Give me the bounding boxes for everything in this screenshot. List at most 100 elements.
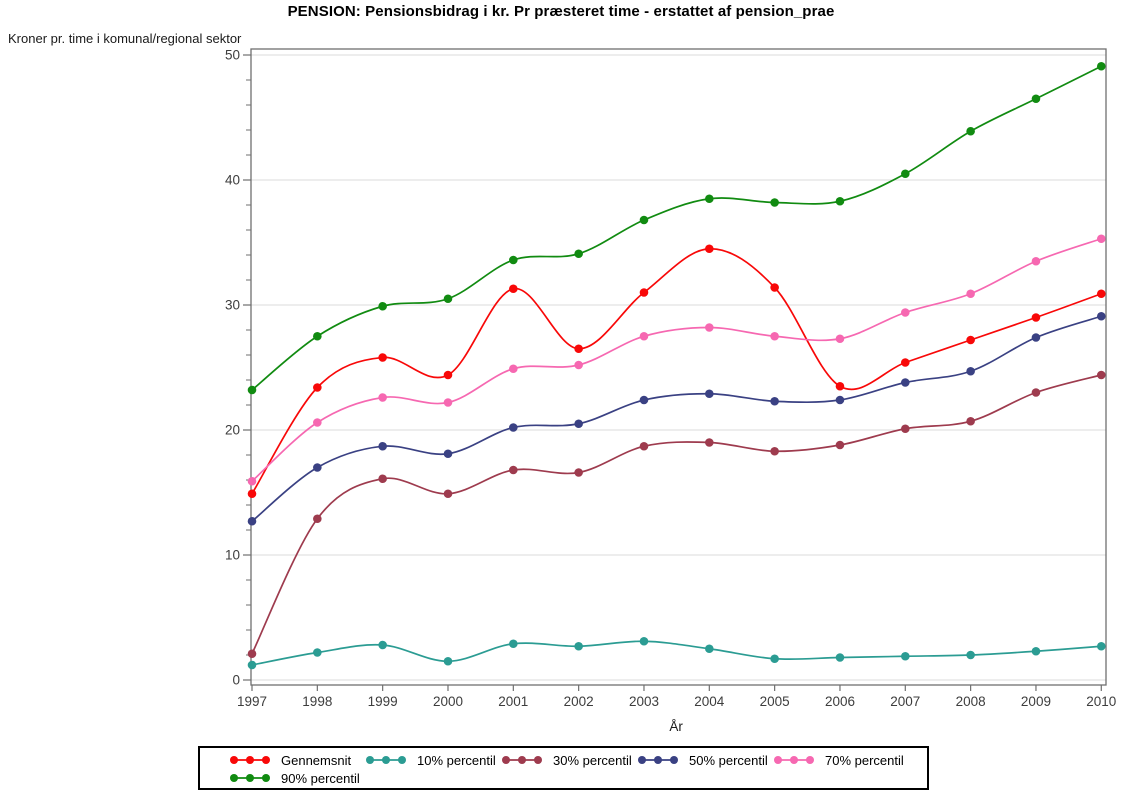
series-line-10-percentil	[251, 640, 1102, 666]
data-point-10-percentil	[770, 654, 779, 664]
data-point-gennemsnit	[574, 344, 583, 354]
data-point-70-percentil	[509, 364, 518, 374]
data-point-50-percentil	[1096, 311, 1106, 321]
data-point-50-percentil	[574, 419, 583, 429]
data-point-30-percentil	[639, 441, 649, 451]
x-axis-tick-label: 2006	[825, 694, 855, 709]
data-point-90-percentil	[639, 215, 649, 225]
legend-marker-10-percentil	[366, 756, 406, 764]
x-axis-tick-label: 1997	[237, 694, 267, 709]
data-point-30-percentil	[378, 474, 387, 484]
y-axis-tick-label: 10	[225, 548, 240, 563]
data-point-10-percentil	[966, 650, 975, 660]
data-point-gennemsnit	[313, 383, 322, 392]
data-point-70-percentil	[901, 308, 910, 317]
x-axis-tick-label: 2003	[629, 694, 659, 709]
x-axis-tick-label: 2002	[564, 694, 594, 709]
data-point-70-percentil	[705, 323, 714, 332]
data-point-70-percentil	[443, 398, 453, 407]
x-axis-tick-label: 1999	[368, 694, 398, 709]
legend-item-label: 50% percentil	[689, 752, 768, 768]
data-point-10-percentil	[509, 639, 518, 649]
data-point-gennemsnit	[705, 244, 714, 254]
y-axis-tick-label: 50	[225, 48, 240, 63]
data-point-gennemsnit	[835, 381, 845, 391]
legend-item-10-percentil: 10% percentil	[364, 753, 500, 768]
data-point-10-percentil	[1031, 646, 1041, 656]
data-point-gennemsnit	[966, 335, 975, 345]
data-point-90-percentil	[835, 196, 845, 206]
legend-item-50-percentil: 50% percentil	[636, 753, 772, 768]
data-point-70-percentil	[770, 331, 779, 341]
data-point-90-percentil	[574, 249, 583, 259]
data-point-90-percentil	[509, 255, 518, 265]
y-axis-tick-label: 20	[225, 423, 240, 438]
data-point-30-percentil	[443, 489, 453, 499]
legend-item-label: 90% percentil	[281, 770, 360, 786]
x-axis-tick-label: 2004	[694, 694, 725, 709]
series-line-30-percentil	[251, 374, 1102, 655]
data-point-70-percentil	[574, 360, 583, 370]
data-point-gennemsnit	[443, 370, 453, 380]
data-point-10-percentil	[378, 640, 387, 650]
data-point-50-percentil	[901, 378, 910, 387]
data-point-50-percentil	[639, 395, 649, 405]
data-point-30-percentil	[1096, 370, 1106, 380]
chart-title: PENSION: Pensionsbidrag i kr. Pr præster…	[287, 3, 835, 20]
data-point-50-percentil	[443, 449, 453, 459]
data-point-10-percentil	[574, 641, 583, 651]
x-axis-tick-label: 2001	[498, 694, 528, 709]
data-point-70-percentil	[966, 289, 975, 299]
data-point-10-percentil	[1096, 641, 1106, 651]
data-point-10-percentil	[901, 651, 910, 661]
data-point-70-percentil	[835, 334, 845, 344]
data-point-70-percentil	[378, 393, 387, 402]
data-point-90-percentil	[313, 331, 322, 341]
data-point-50-percentil	[705, 389, 714, 399]
data-point-50-percentil	[1031, 333, 1041, 342]
data-point-50-percentil	[770, 396, 779, 406]
data-point-gennemsnit	[378, 353, 387, 362]
data-point-90-percentil	[443, 294, 453, 304]
legend-item-label: 10% percentil	[417, 752, 496, 768]
legend-item-label: 30% percentil	[553, 752, 632, 768]
x-axis-tick-label: 2005	[760, 694, 790, 709]
data-point-70-percentil	[1096, 234, 1106, 244]
legend-marker-30-percentil	[502, 756, 542, 764]
data-point-50-percentil	[313, 463, 322, 472]
data-point-90-percentil	[966, 126, 975, 136]
data-point-10-percentil	[639, 636, 649, 646]
legend-item-gennemsnit: Gennemsnit	[228, 753, 364, 768]
y-axis-tick-label: 30	[225, 298, 240, 313]
data-point-90-percentil	[1031, 94, 1041, 104]
legend-item-label: 70% percentil	[825, 752, 904, 768]
data-point-10-percentil	[247, 660, 257, 670]
y-axis-tick-label: 40	[225, 173, 240, 188]
data-point-gennemsnit	[639, 288, 649, 297]
chart-legend: Gennemsnit 10% percentil 30% percentil 50% …	[198, 746, 929, 790]
data-point-70-percentil	[247, 476, 257, 486]
x-axis-title: År	[669, 719, 683, 734]
legend-row: 90% percentil	[200, 769, 927, 787]
legend-marker-gennemsnit	[230, 756, 270, 764]
legend-item-90-percentil: 90% percentil	[228, 771, 364, 786]
data-point-30-percentil	[705, 438, 714, 447]
data-point-10-percentil	[313, 648, 322, 657]
legend-marker-70-percentil	[774, 756, 814, 764]
data-point-90-percentil	[705, 194, 714, 204]
data-point-gennemsnit	[770, 283, 779, 292]
legend-item-30-percentil: 30% percentil	[500, 753, 636, 768]
data-point-70-percentil	[639, 331, 649, 341]
data-point-10-percentil	[443, 656, 453, 666]
legend-marker-50-percentil	[638, 756, 678, 764]
data-point-50-percentil	[835, 395, 845, 405]
data-point-gennemsnit	[247, 489, 257, 499]
data-point-90-percentil	[901, 169, 910, 179]
data-point-gennemsnit	[901, 358, 910, 367]
legend-item-label: Gennemsnit	[281, 752, 352, 768]
data-point-30-percentil	[574, 468, 583, 477]
data-point-50-percentil	[247, 516, 257, 526]
data-point-70-percentil	[313, 418, 322, 427]
data-point-gennemsnit	[1096, 289, 1106, 299]
data-point-90-percentil	[1096, 61, 1106, 71]
